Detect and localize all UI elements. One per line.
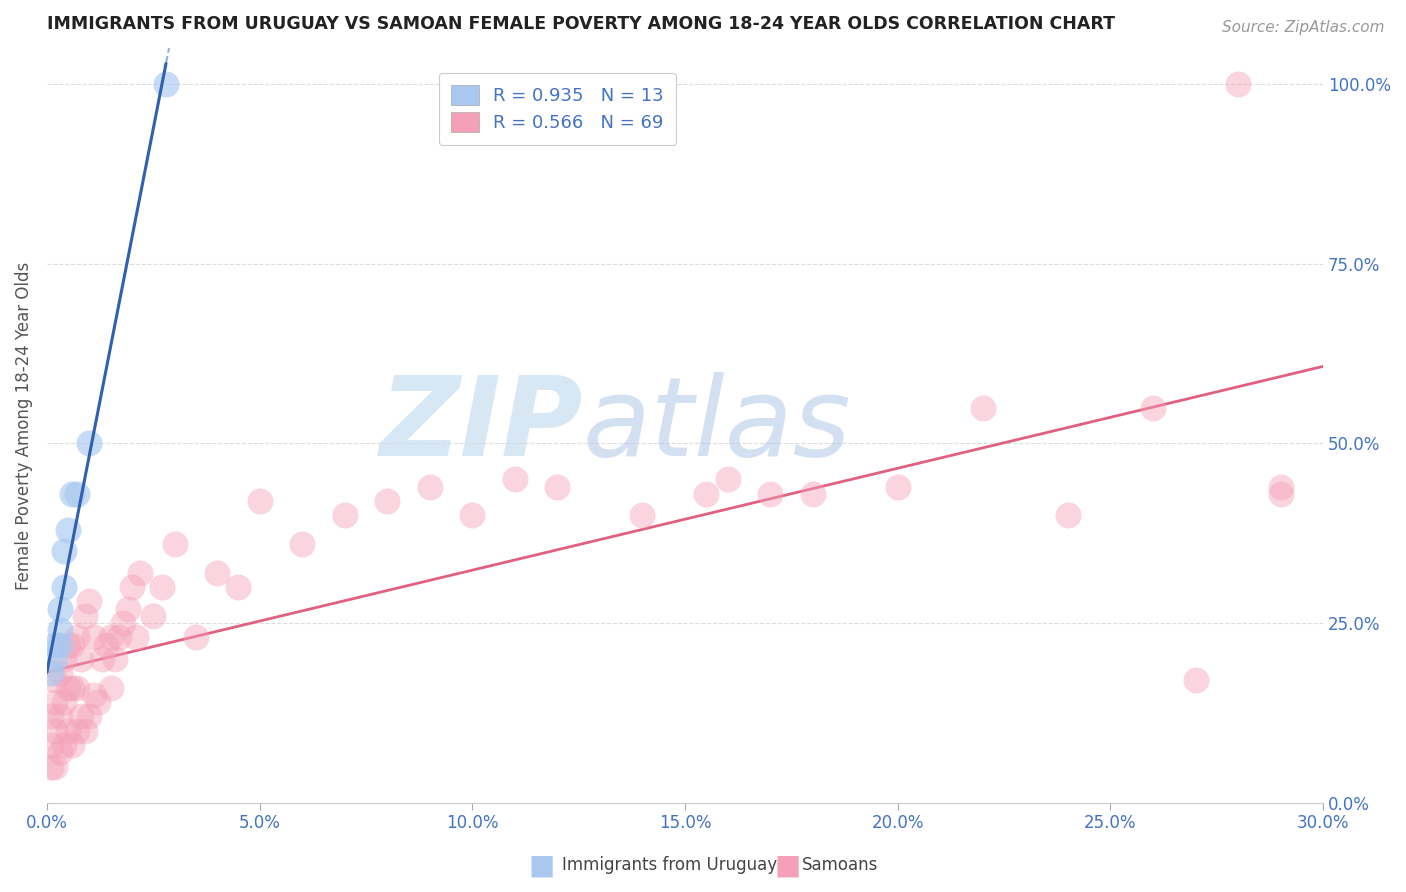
Point: [155, 78, 177, 92]
Point: [79, 594, 101, 608]
Point: [695, 487, 717, 501]
Point: [1270, 487, 1292, 501]
Point: [1142, 401, 1164, 415]
Point: [100, 681, 122, 695]
Point: [48, 666, 70, 681]
Point: [83, 688, 105, 702]
Point: [62, 681, 84, 695]
Point: [1184, 673, 1206, 688]
Point: [142, 608, 165, 623]
Point: [91, 652, 114, 666]
Point: [39, 666, 62, 681]
Point: [75, 608, 97, 623]
Point: [96, 638, 118, 652]
Point: [205, 566, 228, 580]
Point: [52, 652, 75, 666]
Point: [70, 709, 93, 723]
Point: [52, 580, 75, 594]
Point: [79, 436, 101, 450]
Point: [100, 631, 122, 645]
Point: [419, 479, 441, 493]
Point: [125, 631, 148, 645]
Point: [375, 494, 398, 508]
Point: [631, 508, 654, 523]
Point: [52, 695, 75, 709]
Point: [70, 652, 93, 666]
Point: [39, 738, 62, 752]
Point: [48, 624, 70, 638]
Point: [1057, 508, 1080, 523]
Text: Source: ZipAtlas.com: Source: ZipAtlas.com: [1222, 20, 1385, 35]
Point: [150, 580, 173, 594]
Point: [39, 760, 62, 774]
Point: [48, 601, 70, 615]
Point: [886, 479, 908, 493]
Point: [56, 523, 79, 537]
Point: [163, 537, 186, 551]
Point: [66, 487, 89, 501]
Point: [117, 601, 139, 615]
Point: [48, 638, 70, 652]
Point: [66, 723, 89, 738]
Point: [66, 631, 89, 645]
Text: ■: ■: [775, 851, 800, 880]
Point: [972, 401, 994, 415]
Point: [79, 709, 101, 723]
Point: [121, 580, 143, 594]
Point: [56, 638, 79, 652]
Point: [104, 652, 127, 666]
Point: [52, 544, 75, 558]
Point: [66, 681, 89, 695]
Text: Samoans: Samoans: [801, 856, 877, 874]
Text: IMMIGRANTS FROM URUGUAY VS SAMOAN FEMALE POVERTY AMONG 18-24 YEAR OLDS CORRELATI: IMMIGRANTS FROM URUGUAY VS SAMOAN FEMALE…: [46, 15, 1115, 33]
Point: [44, 723, 66, 738]
Point: [333, 508, 356, 523]
Point: [461, 508, 484, 523]
Point: [44, 652, 66, 666]
Point: [48, 745, 70, 759]
Text: atlas: atlas: [583, 372, 852, 479]
Point: [228, 580, 250, 594]
Legend: R = 0.935   N = 13, R = 0.566   N = 69: R = 0.935 N = 13, R = 0.566 N = 69: [439, 72, 676, 145]
Point: [503, 472, 526, 486]
Point: [716, 472, 738, 486]
Point: [801, 487, 824, 501]
Y-axis label: Female Poverty Among 18-24 Year Olds: Female Poverty Among 18-24 Year Olds: [15, 261, 32, 590]
Point: [184, 631, 207, 645]
Point: [1227, 78, 1250, 92]
Point: [129, 566, 152, 580]
Point: [39, 709, 62, 723]
Text: ZIP: ZIP: [380, 372, 583, 479]
Point: [759, 487, 782, 501]
Point: [112, 615, 135, 630]
Point: [44, 695, 66, 709]
Point: [62, 487, 84, 501]
Point: [249, 494, 271, 508]
Text: Immigrants from Uruguay: Immigrants from Uruguay: [562, 856, 778, 874]
Point: [62, 738, 84, 752]
Point: [56, 681, 79, 695]
Point: [44, 638, 66, 652]
Point: [52, 738, 75, 752]
Point: [1270, 479, 1292, 493]
Text: ■: ■: [529, 851, 554, 880]
Point: [62, 638, 84, 652]
Point: [44, 673, 66, 688]
Point: [87, 695, 110, 709]
Point: [75, 723, 97, 738]
Point: [83, 631, 105, 645]
Point: [56, 723, 79, 738]
Point: [48, 709, 70, 723]
Point: [44, 760, 66, 774]
Point: [291, 537, 314, 551]
Point: [546, 479, 568, 493]
Point: [108, 631, 131, 645]
